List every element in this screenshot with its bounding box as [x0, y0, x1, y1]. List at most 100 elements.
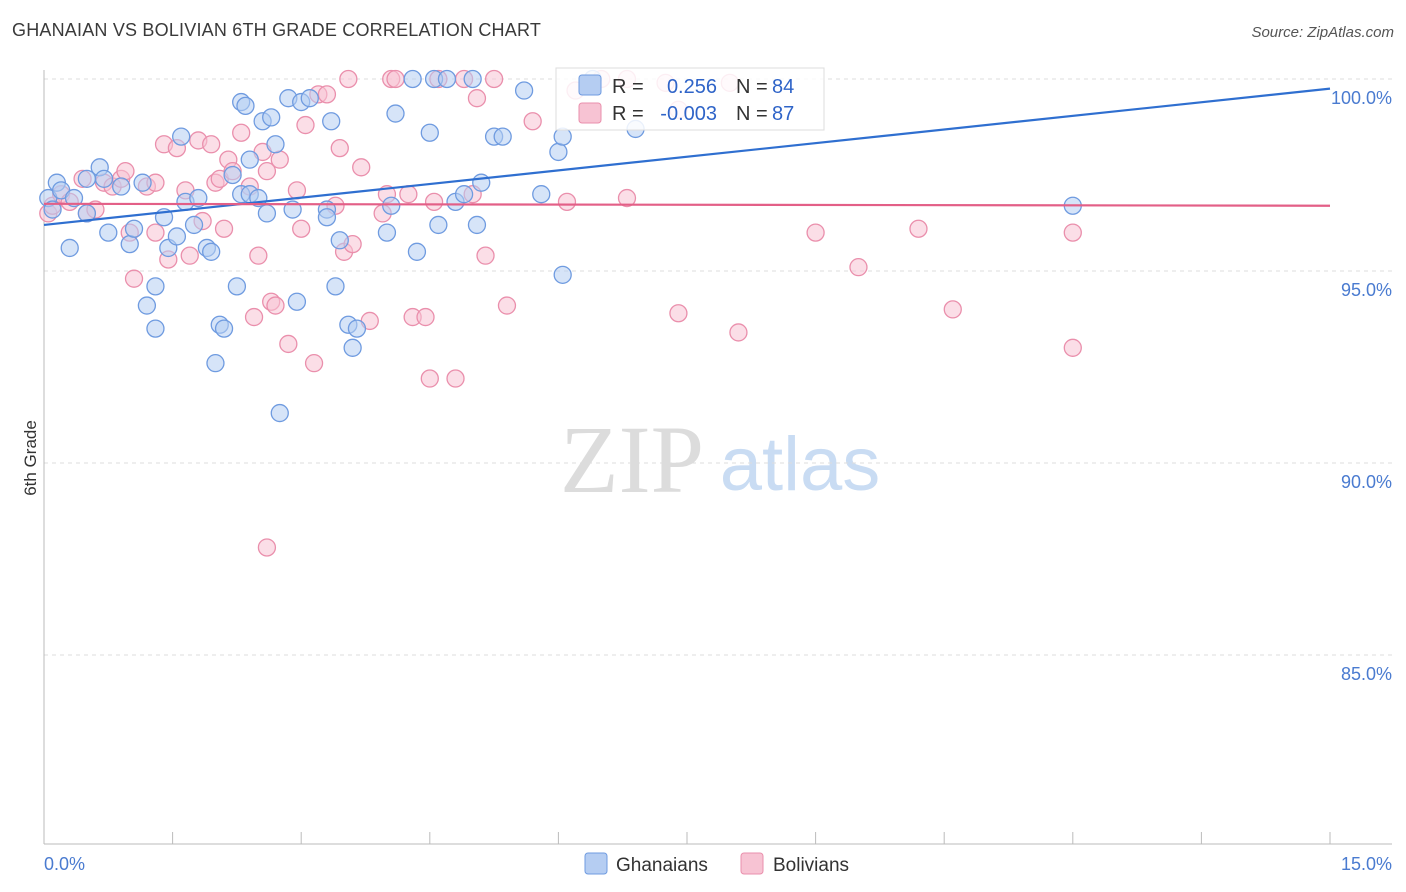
bolivian-point-73: [617, 188, 637, 208]
legend-n-label-bolivians: N =: [736, 103, 768, 125]
watermark-zip: ZIP: [560, 406, 704, 513]
ghanaian-point-73: [532, 185, 551, 204]
bolivian-point-47: [330, 138, 349, 158]
legend-n-value-bolivians: 87: [772, 103, 794, 125]
ghanaian-point-51: [326, 277, 345, 296]
ghanaian-point-23: [184, 215, 204, 235]
ghanaian-point-47: [300, 89, 319, 108]
bolivian-point-31: [244, 307, 264, 327]
ghanaian-point-27: [206, 354, 225, 373]
ghanaian-point-11: [112, 177, 131, 196]
ghanaian-point-59: [403, 69, 422, 89]
legend-n-label-ghanaians: N =: [736, 76, 768, 98]
ghanaian-point-30: [223, 165, 242, 185]
series-legend-swatch-bolivians: [740, 852, 764, 875]
source-attribution: Source: ZipAtlas.com: [1251, 24, 1394, 41]
ghanaian-point-13: [124, 219, 144, 238]
series-legend: Ghanaians Bolivians: [584, 852, 849, 876]
series-ghanaians-points: [39, 69, 1082, 423]
ghanaian-point-12: [120, 234, 139, 254]
ghanaian-point-72: [514, 81, 534, 100]
stats-legend: R = 0.256 N = 84 R = -0.003 N = 87: [555, 67, 825, 131]
bolivian-point-23: [202, 135, 221, 154]
ghanaian-point-71: [493, 127, 512, 146]
ghanaian-point-14: [133, 173, 152, 192]
bolivian-point-34: [257, 162, 277, 181]
y-axis-title: 6th Grade: [21, 420, 40, 496]
bolivian-point-49: [339, 69, 358, 89]
bolivian-trend-line: [43, 202, 1331, 207]
ghanaian-point-4: [60, 238, 79, 258]
ghanaian-point-64: [437, 69, 457, 89]
bolivian-point-42: [296, 115, 315, 135]
ghanaian-point-52: [330, 231, 349, 250]
bolivian-point-29: [232, 123, 251, 142]
bolivian-point-68: [484, 69, 504, 89]
ghanaian-point-5: [64, 188, 84, 208]
bolivian-point-35: [257, 538, 277, 557]
bolivian-point-63: [446, 369, 465, 388]
ghanaian-point-67: [463, 69, 482, 89]
ghanaian-point-9: [94, 169, 114, 188]
series-legend-label-bolivians: Bolivians: [773, 855, 849, 876]
bolivian-point-81: [1063, 223, 1082, 242]
bolivian-point-82: [1063, 338, 1082, 357]
bolivian-point-59: [416, 307, 435, 327]
ghanaian-point-58: [386, 104, 405, 123]
ghanaian-point-74: [549, 142, 568, 162]
trend-lines: [43, 87, 1331, 227]
ghanaian-point-63: [429, 215, 448, 235]
legend-swatch-ghanaians: [578, 74, 602, 96]
ghanaian-trend-line: [43, 87, 1331, 227]
legend-n-value-ghanaians: 84: [772, 76, 794, 98]
bolivian-point-39: [279, 334, 298, 354]
bolivian-point-61: [424, 192, 444, 212]
bolivian-point-76: [729, 323, 748, 342]
bolivian-point-70: [523, 112, 542, 131]
ghanaian-point-60: [407, 242, 427, 261]
bolivian-point-38: [270, 150, 289, 169]
bolivian-point-40: [287, 181, 307, 200]
ghanaian-point-57: [382, 196, 401, 215]
ghanaian-point-54: [343, 338, 362, 357]
x-tick-label-max: 15.0%: [1341, 854, 1392, 874]
ghanaian-point-36: [240, 150, 259, 169]
ghanaian-point-44: [283, 200, 302, 219]
ghanaian-point-29: [214, 319, 234, 338]
bolivian-point-80: [943, 300, 962, 319]
ghanaian-point-20: [167, 227, 187, 246]
bolivian-point-56: [386, 69, 405, 89]
y-tick-label-85: 85.0%: [1341, 664, 1392, 684]
legend-r-value-bolivians: -0.003: [660, 103, 717, 125]
ghanaian-point-31: [227, 277, 247, 296]
series-legend-label-ghanaians: Ghanaians: [616, 855, 708, 876]
ghanaian-point-10: [99, 223, 118, 242]
legend-swatch-bolivians: [578, 102, 602, 124]
ghanaian-point-33: [236, 96, 255, 116]
bolivian-point-60: [420, 369, 439, 388]
bolivian-point-69: [497, 296, 517, 315]
bolivian-point-37: [266, 296, 285, 315]
legend-r-label-bolivians: R =: [612, 103, 644, 125]
ghanaian-point-69: [472, 173, 491, 192]
ghanaian-point-24: [189, 188, 208, 208]
bolivian-point-67: [476, 246, 495, 265]
ghanaian-point-55: [347, 319, 367, 338]
y-tick-label-90: 90.0%: [1341, 472, 1392, 492]
bolivian-point-66: [467, 89, 487, 108]
ghanaian-point-40: [262, 108, 281, 127]
y-tick-label-95: 95.0%: [1341, 280, 1392, 300]
ghanaian-point-45: [287, 292, 307, 311]
ghanaian-point-26: [202, 242, 221, 261]
bolivian-point-77: [806, 223, 825, 242]
ghanaian-point-61: [420, 123, 439, 142]
ghanaian-point-75: [553, 127, 572, 146]
bolivian-point-43: [304, 354, 324, 373]
ghanaian-point-16: [146, 277, 165, 296]
ghanaian-point-76: [553, 265, 572, 284]
bolivian-point-12: [124, 269, 144, 288]
x-tick-label-min: 0.0%: [44, 854, 85, 874]
ghanaian-point-41: [266, 135, 285, 154]
bolivian-point-51: [352, 158, 371, 177]
